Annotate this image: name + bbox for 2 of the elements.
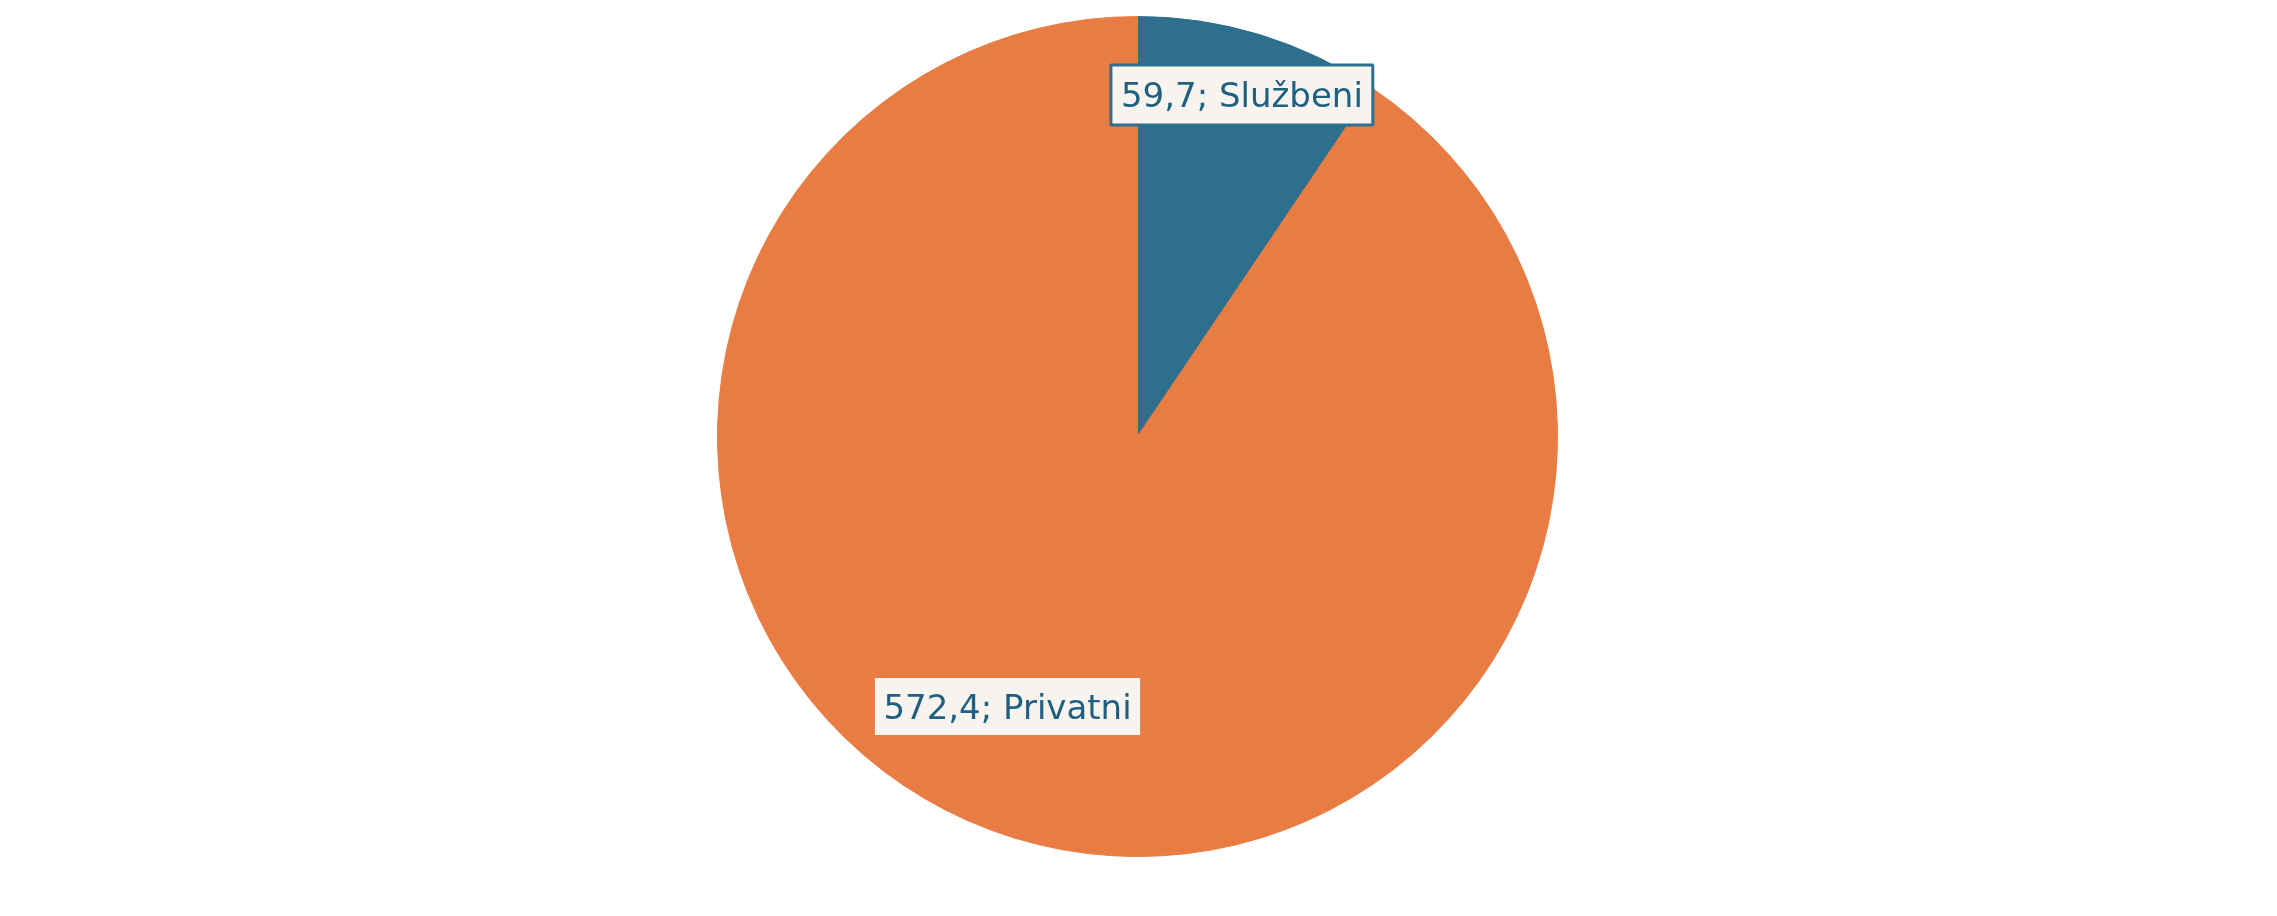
slice-label: 59,7; Službeni bbox=[1120, 75, 1363, 116]
slice-label: 572,4; Privatni bbox=[883, 686, 1132, 727]
